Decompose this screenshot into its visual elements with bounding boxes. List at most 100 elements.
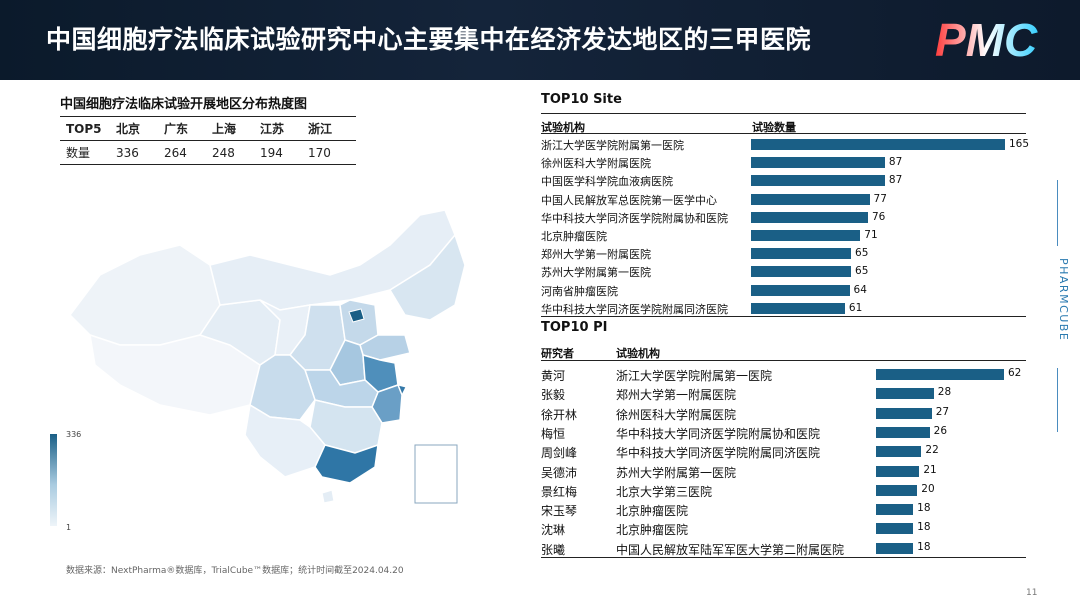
header-banner: 中国细胞疗法临床试验研究中心主要集中在经济发达地区的三甲医院 PMC — [0, 0, 1080, 80]
pi-name: 沈琳 — [541, 523, 566, 538]
pi-bar — [876, 542, 914, 554]
region-count: 264 — [164, 140, 212, 165]
pi-name: 景红梅 — [541, 484, 578, 499]
region-hainan — [321, 489, 335, 504]
pi-bottom-rule — [541, 557, 1026, 558]
region-xinjiang — [69, 244, 221, 346]
region-label: 广东 — [164, 116, 212, 141]
pi-bar — [876, 407, 932, 419]
site-bar — [751, 284, 850, 296]
site-header-rule — [541, 133, 1026, 134]
pi-bar — [876, 504, 914, 516]
pi-bar — [876, 465, 920, 477]
site-bar-value: 77 — [873, 192, 887, 205]
site-bar-value: 71 — [864, 229, 878, 241]
pmc-logo: PMC — [935, 14, 1038, 66]
pi-institution: 北京大学第三医院 — [616, 484, 713, 499]
site-bar — [751, 266, 852, 278]
pi-bar — [876, 369, 1004, 380]
pi-bar-value: 26 — [933, 424, 948, 437]
pi-bar-value: 27 — [935, 405, 950, 418]
page-number: 11 — [1026, 588, 1038, 598]
legend-min-label: 1 — [66, 523, 72, 532]
pi-name: 周剑峰 — [541, 446, 578, 461]
pi-name-header: 研究者 — [541, 347, 574, 360]
pi-name: 张曦 — [541, 542, 566, 557]
site-bar — [751, 175, 885, 187]
site-row-label: 徐州医科大学附属医院 — [541, 157, 651, 171]
pi-name: 梅恒 — [541, 426, 566, 441]
region-label: 浙江 — [308, 116, 356, 141]
site-bar-value: 76 — [871, 210, 886, 223]
site-institution-header: 试验机构 — [541, 121, 585, 134]
region-count: 170 — [308, 140, 356, 165]
pi-name: 黄河 — [541, 369, 566, 383]
pi-bar — [876, 523, 914, 535]
site-bar — [751, 211, 868, 223]
top5-table: TOP5 北京 广东 上海 江苏 浙江 数量 336 264 248 194 1… — [60, 116, 356, 165]
south-china-sea-inset — [414, 444, 458, 504]
region-label: 上海 — [212, 116, 260, 141]
pi-bar-value: 62 — [1008, 367, 1022, 379]
site-row-label: 浙江大学医学院附属第一医院 — [541, 139, 684, 152]
page-title: 中国细胞疗法临床试验研究中心主要集中在经济发达地区的三甲医院 — [46, 25, 812, 54]
region-northeast — [388, 233, 466, 321]
pi-institution: 中国人民解放军陆军军医大学第二附属医院 — [616, 542, 845, 557]
side-rule-bottom — [1057, 368, 1058, 432]
region-count: 194 — [260, 140, 308, 165]
data-source-note: 数据来源：NextPharma®数据库，TrialCube™数据库；统计时间截至… — [66, 566, 404, 576]
region-label: 北京 — [116, 116, 164, 141]
site-count-header: 试验数量 — [752, 121, 796, 134]
pi-name: 吴德沛 — [541, 465, 578, 480]
pi-institution: 北京肿瘤医院 — [616, 504, 689, 519]
china-heatmap — [69, 209, 466, 504]
pi-bar-value: 20 — [921, 482, 935, 495]
site-bottom-rule — [541, 316, 1026, 317]
region-count: 336 — [116, 140, 164, 165]
pi-bar-value: 18 — [917, 502, 931, 515]
pi-name: 张毅 — [541, 388, 566, 403]
top10-site-title: TOP10 Site — [541, 92, 622, 107]
site-bar — [751, 193, 870, 205]
site-bar — [751, 302, 845, 314]
pi-bar-value: 18 — [917, 540, 931, 553]
region-beijing — [348, 308, 365, 323]
site-row-label: 中国人民解放军总医院第一医学中心 — [541, 193, 717, 207]
pi-name: 宋玉琴 — [541, 504, 578, 519]
heatmap-legend-bar — [50, 434, 57, 526]
logo-text: PMC — [935, 14, 1038, 66]
site-bar-value: 87 — [888, 174, 903, 187]
pi-institution: 北京肿瘤医院 — [616, 523, 689, 538]
pi-institution: 华中科技大学同济医学院附属同济医院 — [616, 446, 821, 461]
site-bar-value: 87 — [888, 156, 903, 169]
region-count: 248 — [212, 140, 260, 165]
site-bar-value: 64 — [853, 283, 867, 296]
pi-bar-value: 21 — [923, 463, 937, 476]
site-bar-value: 65 — [855, 247, 869, 260]
pi-institution: 华中科技大学同济医学院附属协和医院 — [616, 426, 821, 441]
site-bar-value: 61 — [848, 301, 863, 314]
site-row-label: 苏州大学附属第一医院 — [541, 266, 651, 280]
site-row-label: 华中科技大学同济医学院附属同济医院 — [541, 302, 728, 316]
pi-institution-header: 试验机构 — [616, 347, 660, 360]
site-bar — [751, 157, 885, 169]
region-guangdong — [314, 443, 379, 484]
site-bar-value: 65 — [855, 265, 869, 278]
side-brand-label: PHARMCUBE — [1057, 258, 1070, 342]
count-row-label: 数量 — [60, 140, 116, 165]
legend-max-label: 336 — [66, 430, 82, 439]
site-bar — [751, 248, 852, 260]
pi-header-rule — [541, 360, 1026, 361]
pi-bar-value: 18 — [917, 521, 931, 534]
pi-bar-value: 28 — [937, 386, 952, 399]
pi-institution: 浙江大学医学院附属第一医院 — [616, 369, 773, 383]
region-label: 江苏 — [260, 116, 308, 141]
pi-bar-value: 22 — [925, 444, 939, 457]
pi-name: 徐开林 — [541, 407, 578, 422]
pi-bar — [876, 426, 930, 438]
pi-bar — [876, 446, 922, 458]
pi-institution: 苏州大学附属第一医院 — [616, 465, 737, 480]
pi-bar — [876, 388, 934, 400]
site-row-label: 中国医学科学院血液病医院 — [541, 175, 673, 189]
pi-bar — [876, 484, 918, 496]
